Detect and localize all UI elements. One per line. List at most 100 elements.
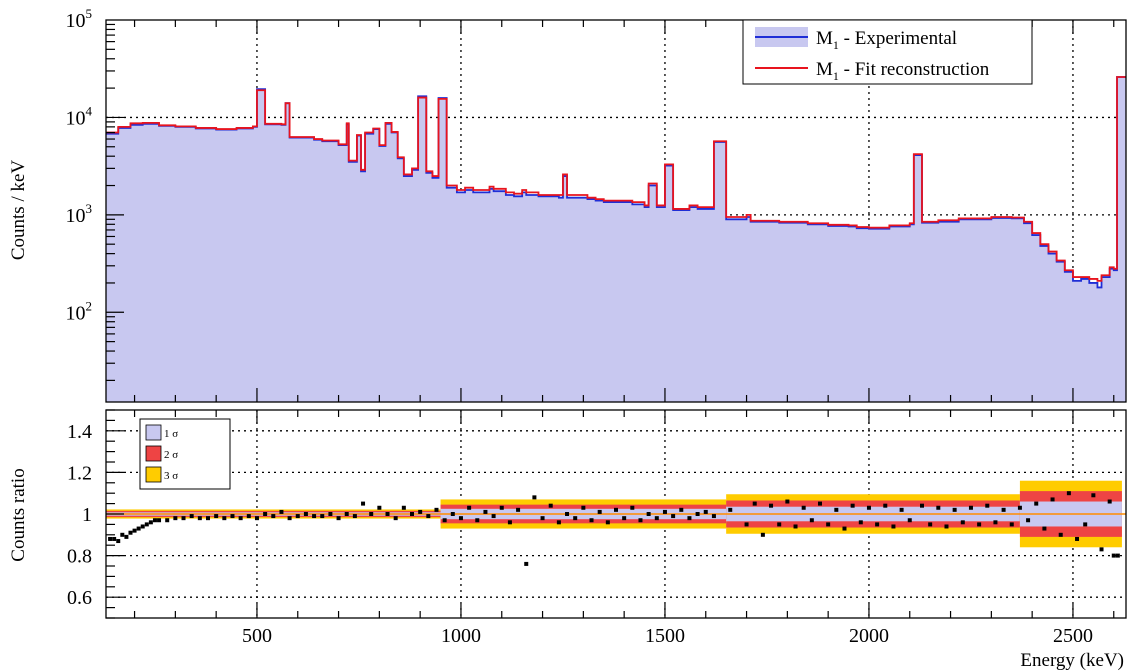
ratio-point: [369, 512, 374, 516]
ratio-point: [312, 514, 317, 519]
spectrum-legend: M1 - Experimental M1 - Fit reconstructio…: [742, 19, 1033, 85]
ratio-point: [920, 503, 924, 508]
ratio-point: [136, 526, 141, 531]
legend-label-experimental: - Experimental: [839, 28, 957, 49]
tick-base: 10: [66, 302, 86, 324]
ratio-point: [1042, 526, 1047, 531]
ratio-point: [189, 514, 194, 519]
legend-label-fit: - Fit reconstruction: [839, 59, 990, 80]
ratio-point: [646, 512, 651, 516]
ratio-y-axis-label: Counts ratio: [8, 468, 29, 561]
ratio-point: [752, 501, 757, 506]
ratio-point: [120, 532, 125, 537]
tick-exponent: 3: [86, 201, 93, 216]
x-tick-label: 2000: [849, 625, 889, 647]
sigma-legend-swatch: [145, 424, 162, 441]
ratio-point: [928, 522, 933, 527]
ratio-point: [140, 524, 145, 529]
ratio-point: [222, 516, 227, 521]
ratio-point: [834, 507, 839, 512]
ratio-point: [144, 522, 149, 527]
ratio-point: [1026, 518, 1031, 523]
ratio-point: [993, 520, 998, 525]
ratio-point: [679, 507, 684, 512]
ratio-point: [944, 524, 949, 529]
ratio-point: [1001, 507, 1006, 512]
ratio-point: [565, 512, 570, 516]
ratio-point: [850, 503, 855, 508]
ratio-point: [1099, 547, 1104, 552]
ratio-point: [295, 514, 300, 519]
ratio-point: [108, 536, 113, 541]
ratio-point: [907, 518, 912, 523]
ratio-point: [1107, 499, 1112, 504]
ratio-axis-ticks: [106, 409, 1115, 619]
ratio-point: [214, 514, 219, 519]
ratio-point: [116, 539, 121, 544]
ratio-point: [548, 503, 553, 508]
x-tick-label: 1000: [441, 625, 481, 647]
ratio-point: [112, 536, 117, 541]
legend-symbol: M: [816, 28, 833, 49]
svg-text:M1 - Fit reconstruction: M1 - Fit reconstruction: [816, 59, 990, 83]
ratio-y-tick-label: 0.6: [67, 587, 92, 609]
ratio-point: [769, 503, 774, 508]
ratio-point: [842, 526, 847, 531]
ratio-point: [1075, 536, 1080, 541]
ratio-point: [801, 505, 806, 510]
ratio-point: [426, 514, 431, 519]
ratio-y-tick-labels: 0.6 0.8 1 1.2 1.4: [67, 421, 92, 609]
ratio-point: [124, 534, 129, 539]
ratio-point: [377, 505, 382, 510]
ratio-point: [793, 524, 798, 529]
sigma-legend-swatch: [145, 445, 162, 462]
ratio-y-tick-label: 1: [82, 504, 92, 526]
sigma-legend: 1 σ 2 σ 3 σ: [139, 418, 231, 490]
ratio-point: [858, 520, 863, 525]
ratio-point: [777, 522, 782, 527]
ratio-point: [467, 505, 472, 510]
ratio-point: [826, 522, 831, 527]
ratio-point: [165, 518, 170, 523]
ratio-point: [475, 518, 480, 523]
tick-base: 10: [66, 107, 86, 129]
ratio-point: [361, 501, 366, 506]
ratio-point: [128, 530, 133, 535]
ratio-point: [630, 505, 635, 510]
svg-text:M1 - Experimental: M1 - Experimental: [816, 28, 957, 52]
ratio-point: [418, 509, 423, 514]
spectrum-frame: [105, 19, 1127, 403]
ratio-point: [336, 516, 341, 521]
ratio-point: [581, 505, 586, 510]
x-tick-label: 2500: [1053, 625, 1093, 647]
ratio-point: [556, 520, 561, 525]
ratio-point: [540, 516, 545, 521]
ratio-y-tick-label: 1.4: [67, 421, 92, 443]
ratio-point: [662, 509, 667, 514]
x-axis-label: Energy (keV): [1020, 650, 1124, 671]
ratio-point: [271, 514, 276, 519]
ratio-point: [279, 509, 284, 514]
ratio-point: [891, 524, 896, 529]
ratio-point: [254, 516, 259, 521]
ratio-point: [483, 509, 488, 514]
ratio-point: [1017, 505, 1022, 510]
tick-exponent: 2: [86, 298, 93, 313]
tick-exponent: 5: [86, 6, 93, 21]
ratio-point: [1058, 532, 1063, 537]
ratio-point: [197, 516, 202, 521]
x-tick-label: 1500: [645, 625, 685, 647]
ratio-point: [491, 514, 496, 519]
ratio-point: [968, 505, 973, 510]
legend-symbol: M: [816, 59, 833, 80]
ratio-point: [977, 522, 982, 527]
ratio-point: [507, 520, 512, 525]
fit-reconstruction-line: [106, 76, 1126, 282]
ratio-point: [728, 507, 733, 512]
ratio-point: [516, 507, 521, 512]
ratio-point: [393, 516, 398, 521]
ratio-point: [1009, 522, 1014, 527]
ratio-point: [401, 505, 406, 510]
